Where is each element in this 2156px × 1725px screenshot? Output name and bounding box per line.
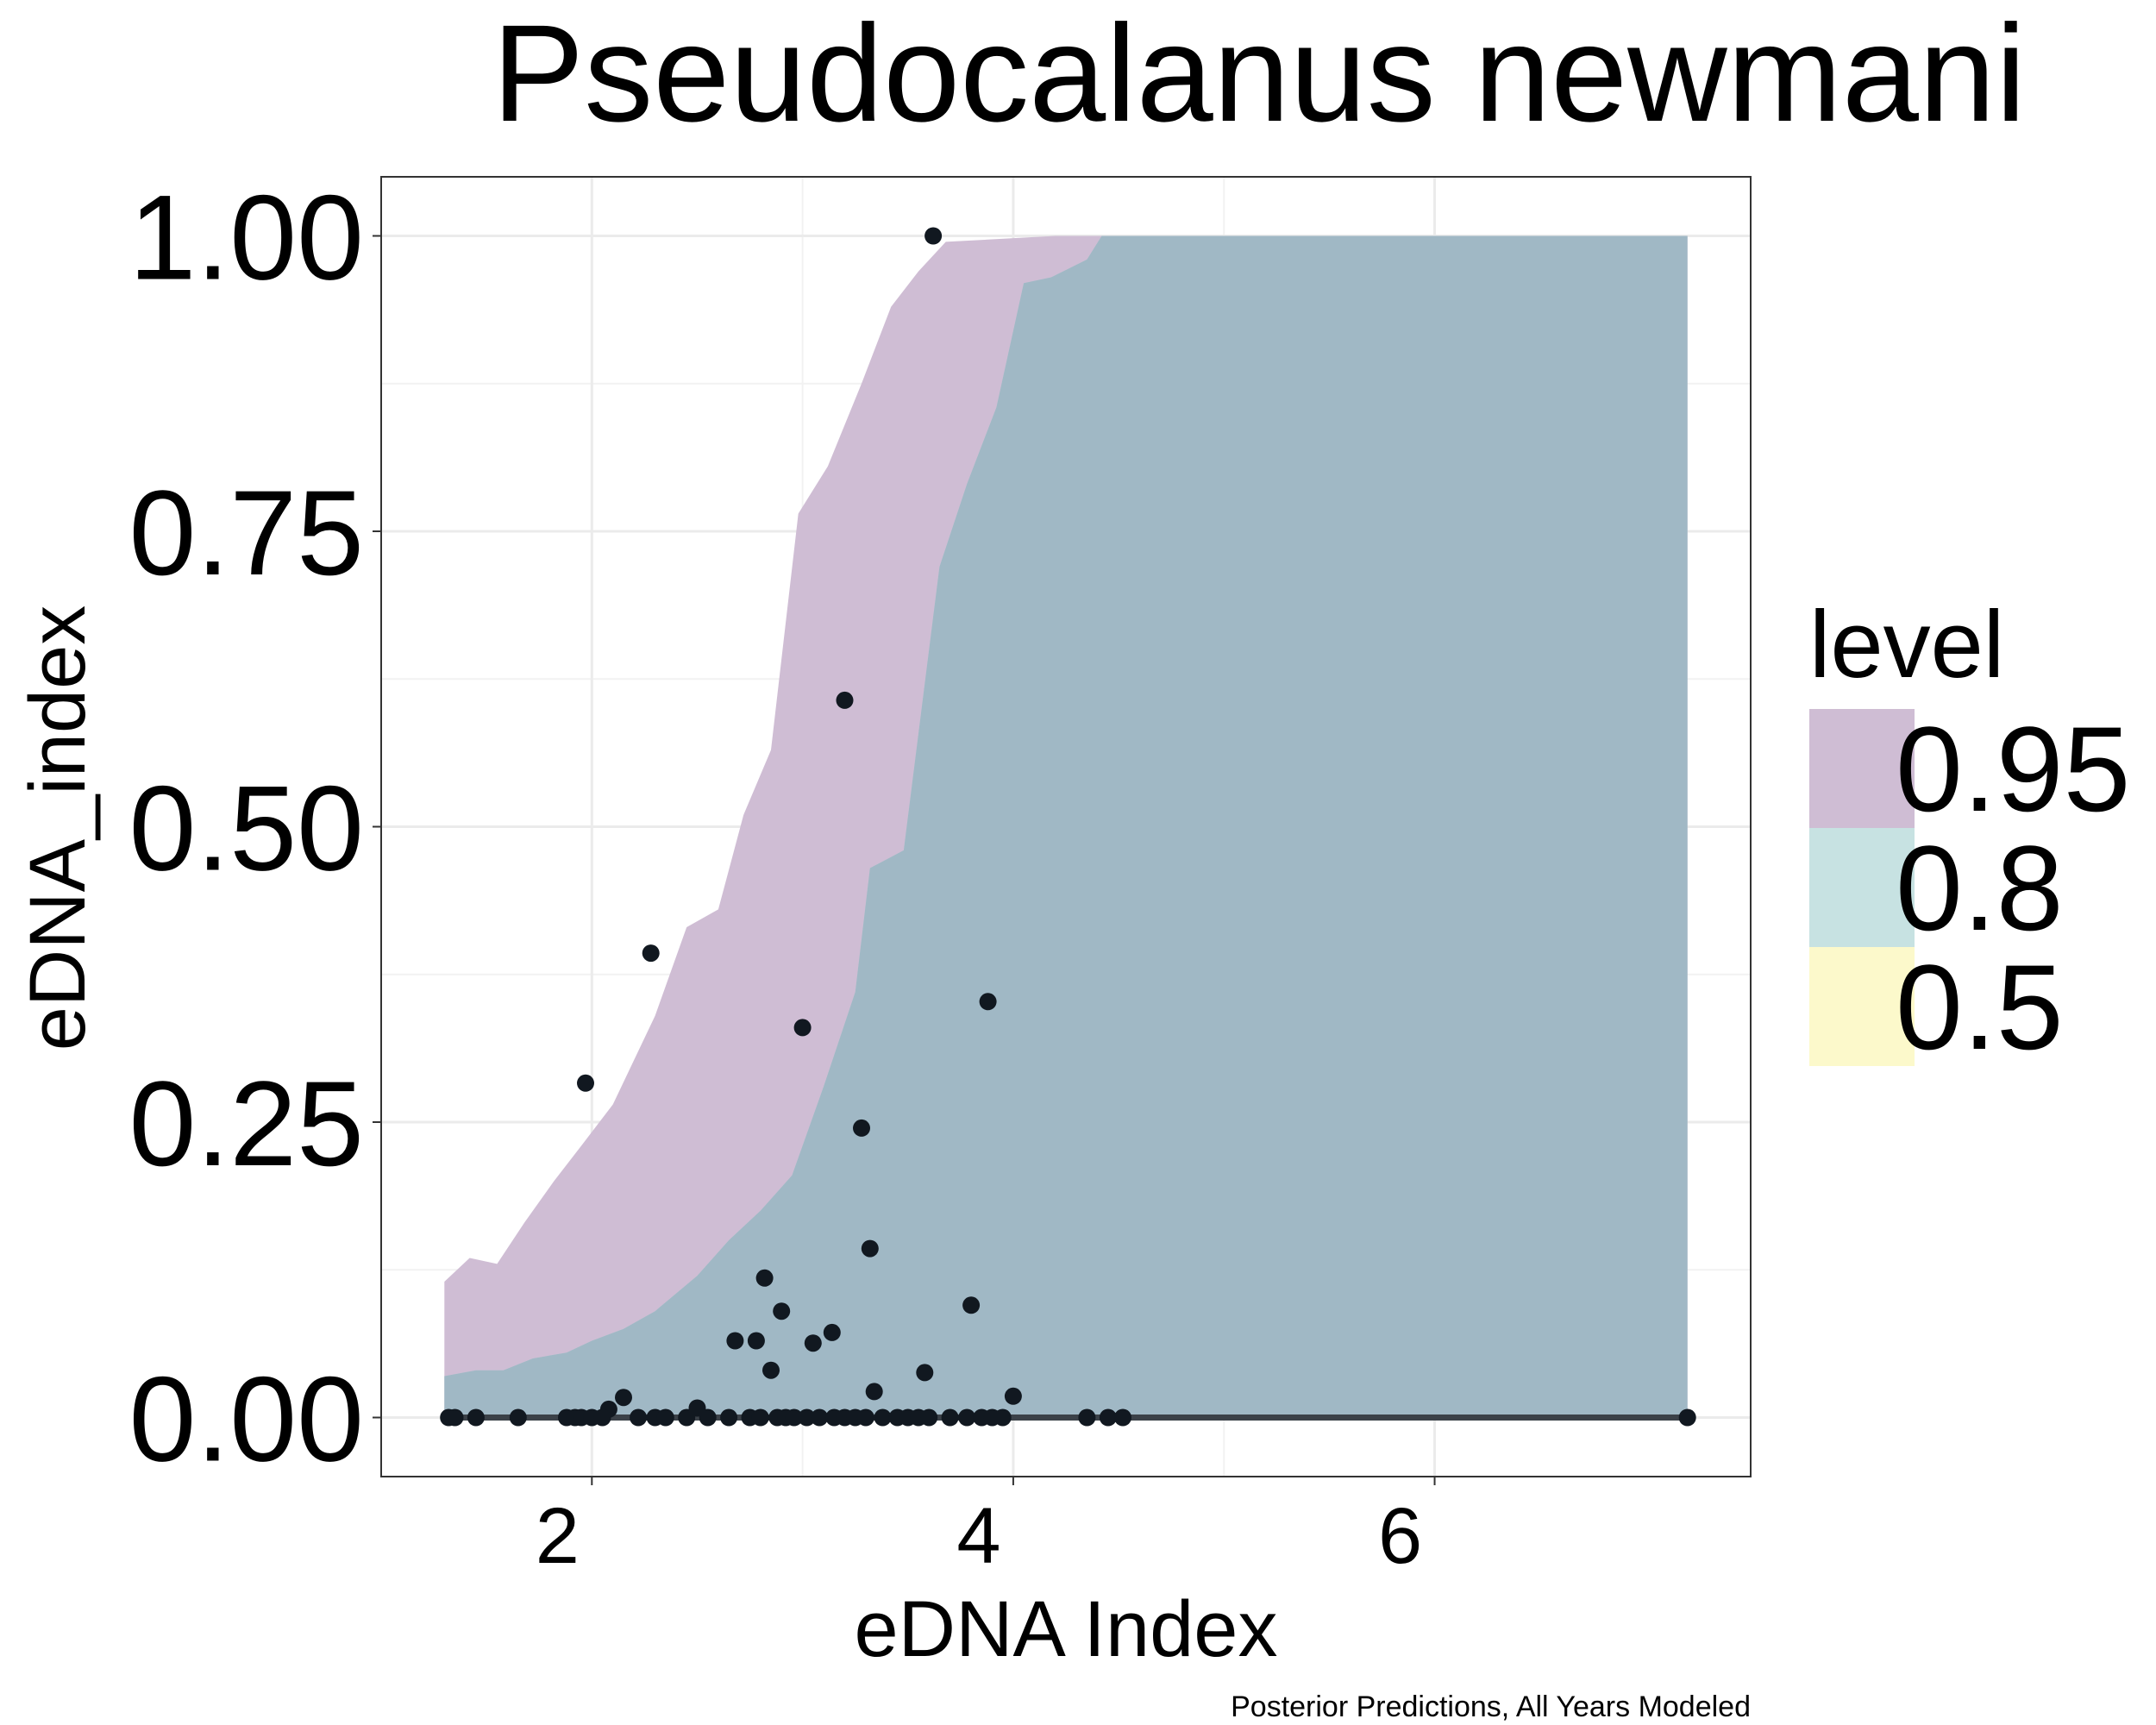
data-point bbox=[773, 1302, 791, 1320]
data-point bbox=[577, 1074, 594, 1092]
data-point bbox=[656, 1408, 674, 1427]
y-tick-label: 0.50 bbox=[129, 761, 364, 896]
legend-title: level bbox=[1809, 592, 2004, 698]
data-point bbox=[853, 1119, 870, 1137]
data-point bbox=[856, 1408, 874, 1427]
prediction-overlay-area bbox=[444, 235, 1688, 1418]
data-point bbox=[836, 691, 854, 709]
data-point bbox=[993, 1408, 1012, 1427]
data-point bbox=[924, 227, 943, 245]
y-tick-label: 0.25 bbox=[129, 1056, 364, 1191]
y-axis: 0.00 0.25 0.50 0.75 1.00 bbox=[129, 170, 381, 1487]
x-axis: 2 4 6 bbox=[536, 1477, 1436, 1580]
x-axis-label: eDNA Index bbox=[855, 1585, 1278, 1673]
data-point bbox=[793, 1019, 812, 1037]
data-point bbox=[979, 993, 997, 1011]
data-point bbox=[1078, 1408, 1096, 1427]
legend-label: 0.5 bbox=[1896, 939, 2064, 1075]
data-point bbox=[1114, 1408, 1131, 1427]
data-point bbox=[962, 1296, 981, 1314]
data-point bbox=[762, 1361, 780, 1379]
data-point bbox=[958, 1408, 976, 1427]
data-point bbox=[509, 1408, 527, 1427]
data-point bbox=[615, 1389, 632, 1407]
legend-items: 0.950.80.5 bbox=[1809, 701, 2130, 1075]
x-tick-label: 4 bbox=[956, 1492, 1000, 1580]
legend: level 0.950.80.5 bbox=[1809, 592, 2130, 1075]
y-axis-label: eDNA_index bbox=[14, 605, 102, 1051]
data-point bbox=[446, 1408, 464, 1427]
data-point bbox=[920, 1408, 938, 1427]
data-point bbox=[642, 944, 660, 963]
observed-points bbox=[440, 227, 1696, 1427]
data-point bbox=[630, 1408, 648, 1427]
legend-key-0-95 bbox=[1809, 709, 1915, 828]
data-point bbox=[798, 1408, 816, 1427]
data-point bbox=[785, 1408, 803, 1427]
plot-panel bbox=[380, 176, 1752, 1477]
data-point bbox=[720, 1408, 738, 1427]
legend-label: 0.8 bbox=[1896, 820, 2064, 956]
data-point bbox=[467, 1408, 485, 1427]
data-point bbox=[865, 1383, 883, 1401]
legend-key-0-5 bbox=[1809, 947, 1915, 1066]
prediction-overlay bbox=[444, 235, 1688, 1418]
x-tick-label: 6 bbox=[1378, 1492, 1422, 1580]
data-point bbox=[1678, 1408, 1696, 1427]
legend-key-0-8 bbox=[1809, 828, 1915, 947]
data-point bbox=[726, 1332, 744, 1350]
data-point bbox=[751, 1408, 769, 1427]
chart-title: Pseudocalanus newmani bbox=[492, 0, 2027, 150]
data-point bbox=[811, 1408, 829, 1427]
data-point bbox=[678, 1408, 696, 1427]
data-point bbox=[1099, 1408, 1117, 1427]
data-point bbox=[916, 1364, 934, 1382]
data-point bbox=[823, 1323, 841, 1341]
data-point bbox=[874, 1408, 892, 1427]
y-tick-label: 0.75 bbox=[129, 465, 364, 600]
chart-caption: Posterior Predictions, All Years Modeled bbox=[1231, 1690, 1751, 1723]
data-point bbox=[747, 1332, 765, 1350]
data-point bbox=[804, 1334, 822, 1352]
data-point bbox=[593, 1408, 611, 1427]
y-tick-label: 1.00 bbox=[129, 170, 364, 305]
data-point bbox=[755, 1269, 774, 1287]
legend-label: 0.95 bbox=[1896, 701, 2130, 837]
data-point bbox=[861, 1239, 879, 1258]
data-point bbox=[941, 1408, 959, 1427]
data-point bbox=[1004, 1387, 1022, 1405]
x-tick-label: 2 bbox=[536, 1492, 580, 1580]
data-point bbox=[699, 1408, 717, 1427]
y-tick-label: 0.00 bbox=[129, 1352, 364, 1487]
